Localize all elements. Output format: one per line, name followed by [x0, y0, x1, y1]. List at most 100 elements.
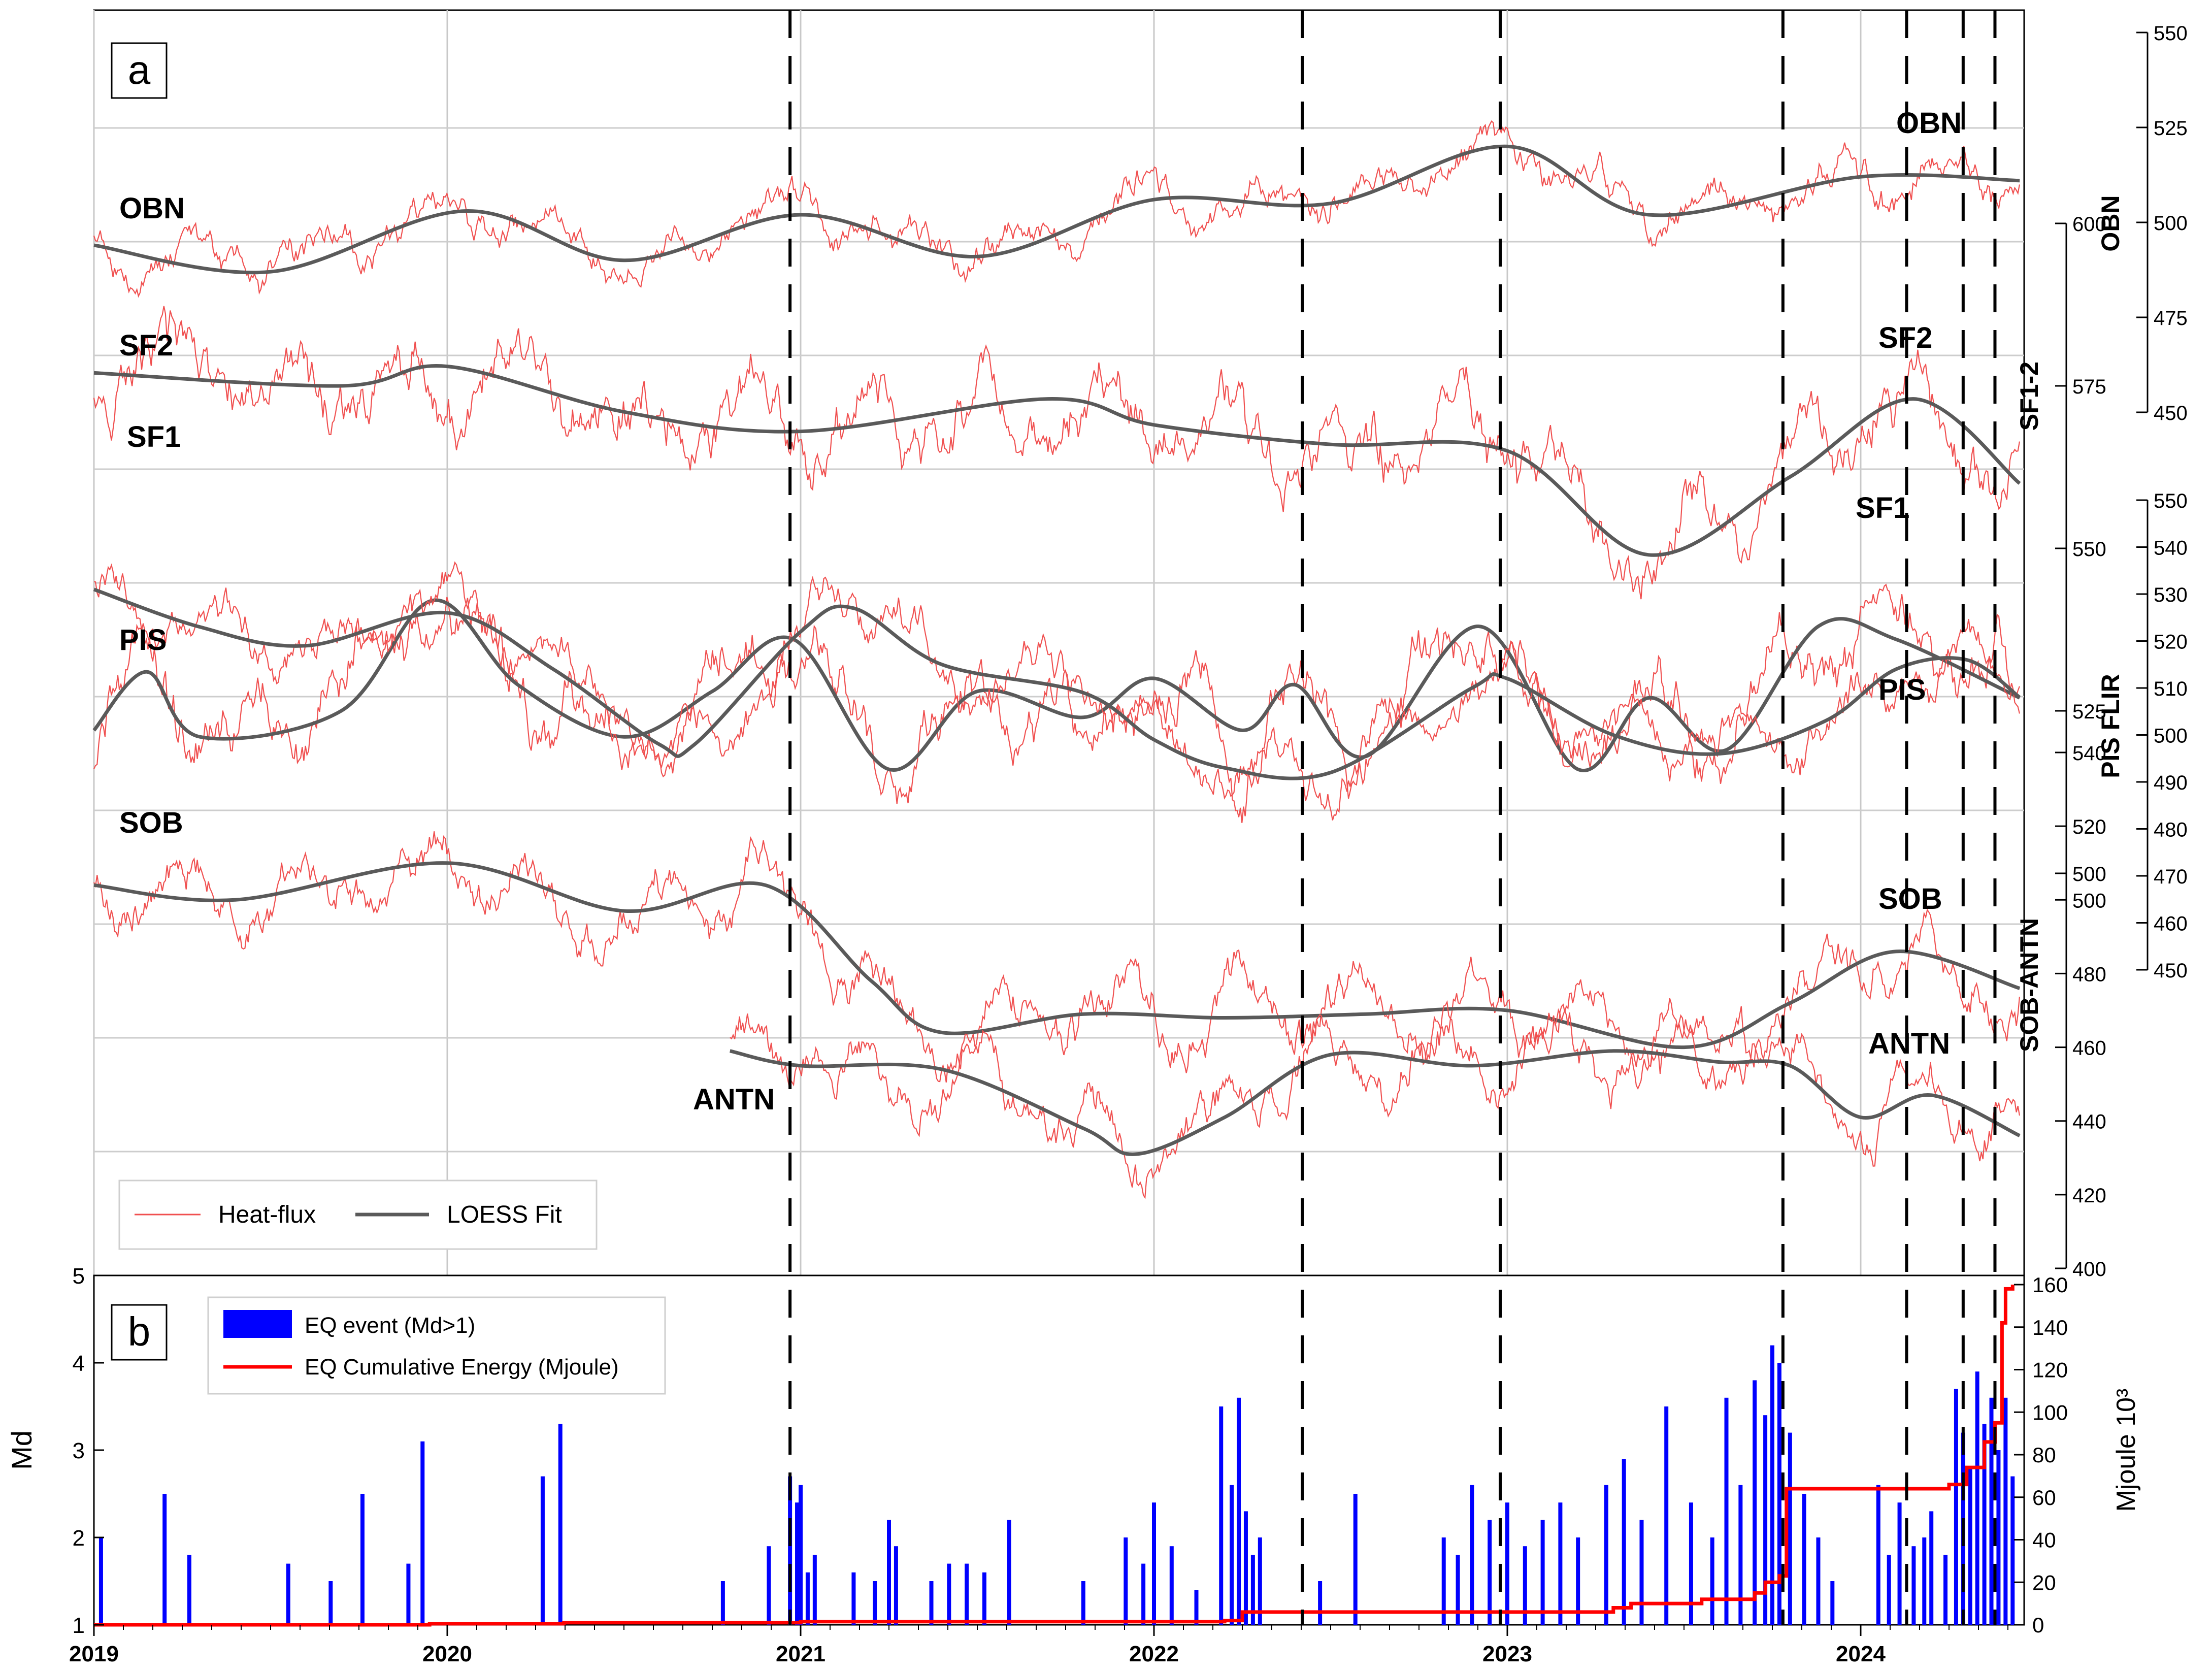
series-label-sob: SOB: [1878, 882, 1942, 915]
event-bar: [540, 1476, 545, 1625]
event-bar: [1441, 1537, 1446, 1625]
legend-energy-label: EQ Cumulative Energy (Mjoule): [305, 1355, 619, 1380]
x-tick-label: 2023: [1482, 1642, 1532, 1666]
loess-fit-antn: [730, 1049, 2021, 1156]
heat-flux-sf1: [93, 583, 2020, 823]
event-bar: [98, 1537, 103, 1625]
axis-title-obn: OBN: [2096, 195, 2125, 251]
event-bar: [1830, 1581, 1835, 1625]
event-bar: [1194, 1590, 1199, 1625]
event-bar: [1456, 1555, 1460, 1625]
event-bar: [1982, 1424, 1987, 1625]
event-bar: [1505, 1502, 1509, 1625]
event-bar: [1230, 1485, 1234, 1625]
axis-title-sob-antn: SOB-ANTN: [2015, 918, 2043, 1052]
axis-tick-label: 450: [2154, 402, 2188, 424]
axis-tick-label: 400: [2072, 1258, 2106, 1281]
heat-flux-sf2: [93, 306, 2020, 600]
x-tick-label: 2020: [422, 1642, 472, 1666]
series-label-pis: PIS: [119, 624, 167, 657]
series-label-sf1: SF1: [1856, 492, 1909, 525]
event-bar: [929, 1581, 934, 1625]
event-bar: [1243, 1511, 1248, 1625]
event-bar: [947, 1563, 951, 1625]
md-tick-label: 3: [73, 1438, 85, 1463]
event-bar: [1470, 1485, 1474, 1625]
event-bar: [1943, 1555, 1948, 1625]
heat-flux-antn: [730, 998, 2020, 1199]
axis-tick-label: 460: [2154, 913, 2188, 935]
axis-tick-label: 520: [2072, 816, 2106, 838]
energy-tick-label: 120: [2032, 1358, 2068, 1382]
axis-tick-label: 420: [2072, 1185, 2106, 1207]
event-bar: [406, 1563, 411, 1625]
event-bar: [2003, 1397, 2008, 1625]
legend-events-swatch: [223, 1310, 292, 1338]
event-bar: [805, 1572, 810, 1625]
event-bar: [1318, 1581, 1323, 1625]
axis-tick-label: 500: [2072, 863, 2106, 886]
panel-b-event-bars: [98, 1345, 2015, 1625]
energy-tick-label: 160: [2032, 1273, 2068, 1297]
event-bar: [1876, 1485, 1880, 1625]
event-bar: [1169, 1546, 1174, 1625]
event-bar: [720, 1581, 725, 1625]
loess-fit-sob: [93, 861, 2021, 1050]
event-bar: [1777, 1363, 1781, 1625]
panel-b-axes: 1 2 3 4 5 0 20 40 60 80 100 120 140 160: [73, 1264, 2068, 1638]
event-bar: [1141, 1563, 1146, 1625]
panel-a-grid: [93, 10, 2024, 1275]
axis-tick-label: 500: [2154, 212, 2188, 235]
loess-fit-obn: [93, 144, 2020, 275]
event-bar: [1802, 1494, 1806, 1625]
event-bar: [420, 1441, 425, 1625]
series-label-sf1: SF1: [127, 420, 181, 453]
event-bar: [1753, 1380, 1757, 1625]
event-bar: [1929, 1511, 1934, 1625]
event-bar: [1152, 1502, 1156, 1625]
event-bar: [1911, 1546, 1916, 1625]
axis-tick-label: 575: [2072, 376, 2106, 398]
event-bar: [1258, 1537, 1262, 1625]
axis-tick-label: 600: [2072, 213, 2106, 236]
event-bar: [965, 1563, 969, 1625]
axis-tick-label: 480: [2154, 819, 2188, 841]
event-bar: [1622, 1459, 1626, 1625]
event-bar: [894, 1546, 898, 1625]
axis-tick-label: 440: [2072, 1111, 2106, 1133]
panel-a: 450 475 500 525 550 OBN 500 525 550 575 600 SF1-2 45…: [92, 9, 2188, 1281]
energy-tick-label: 80: [2032, 1443, 2056, 1467]
event-bar: [1639, 1520, 1644, 1625]
energy-tick-label: 60: [2032, 1486, 2056, 1510]
event-bar: [1975, 1371, 1979, 1625]
series-label-obn: OBN: [119, 192, 185, 225]
x-tick-label: 2022: [1129, 1642, 1179, 1666]
axis-title-pis flir: PIS FLIR: [2096, 674, 2125, 778]
event-bar: [795, 1502, 800, 1625]
md-tick-label: 5: [73, 1264, 85, 1289]
panel-a-legend: Heat-flux LOESS Fit: [118, 1179, 598, 1250]
event-bar: [1710, 1537, 1714, 1625]
axis-tick-label: 540: [2072, 742, 2106, 765]
event-bar: [887, 1520, 891, 1625]
event-bar: [558, 1424, 563, 1625]
panel-a-label-box: [111, 42, 168, 99]
event-bar: [1576, 1537, 1580, 1625]
md-tick-label: 4: [73, 1351, 85, 1376]
panel-b-legend: EQ event (Md>1) EQ Cumulative Energy (Mj…: [207, 1296, 666, 1395]
md-tick-label: 1: [73, 1613, 85, 1638]
axis-tick-label: 540: [2154, 537, 2188, 560]
series-label-pis: PIS: [1878, 673, 1926, 706]
event-bar: [982, 1572, 986, 1625]
event-bar: [360, 1494, 365, 1625]
heat-flux-pis: [93, 561, 2020, 821]
event-bar: [1887, 1555, 1891, 1625]
axis-tick-label: 500: [2154, 725, 2188, 747]
panel-b-left-axis-label: Md: [6, 1430, 38, 1470]
axis-tick-label: 450: [2154, 960, 2188, 982]
panel-a-curves: [92, 120, 2021, 1199]
event-bar: [1081, 1581, 1085, 1625]
axis-title-sf1-2: SF1-2: [2015, 362, 2043, 431]
event-bar: [1604, 1485, 1608, 1625]
